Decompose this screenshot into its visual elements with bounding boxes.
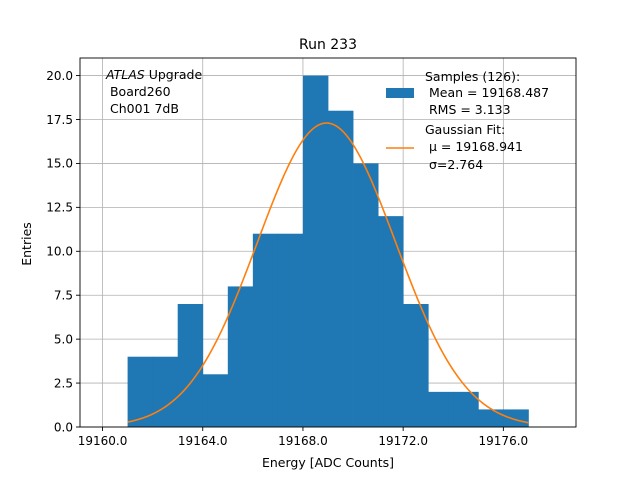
histogram-bar — [127, 356, 154, 427]
y-tick-label: 20.0 — [46, 69, 73, 83]
histogram-bar — [252, 233, 279, 427]
histogram-bar — [403, 304, 429, 427]
histogram-bar — [302, 75, 329, 428]
legend-fit-line-2: μ = 19168.941 — [425, 139, 523, 154]
histogram-bar — [277, 233, 304, 427]
axis-ticks: 19160.0 19164.0 19168.0 19172.0 19176.0 0.0 2.… — [46, 69, 528, 448]
histogram-bar — [177, 304, 204, 427]
x-axis-label: Energy [ADC Counts] — [262, 455, 394, 470]
histogram-bar — [202, 374, 229, 427]
x-tick-label: 19160.0 — [78, 434, 128, 448]
y-tick-label: 5.0 — [54, 332, 73, 346]
y-tick-label: 10.0 — [46, 245, 73, 259]
y-tick-label: 7.5 — [54, 289, 73, 303]
annotation-line-1: ATLAS Upgrade — [105, 67, 202, 82]
y-tick-label: 0.0 — [54, 420, 73, 434]
y-tick-label: 2.5 — [54, 376, 73, 390]
histogram-bar — [503, 409, 529, 427]
y-tick-label: 17.5 — [46, 113, 73, 127]
histogram-bar — [378, 216, 404, 427]
gaussian-fit-curve — [127, 122, 529, 424]
y-axis-label: Entries — [19, 222, 34, 266]
y-tick-label: 12.5 — [46, 201, 73, 215]
histogram-bar — [227, 286, 254, 427]
annotation-line-2: Board260 — [106, 84, 171, 99]
annotation-atlas: ATLAS — [105, 67, 145, 82]
chart-title: Run 233 — [299, 37, 357, 53]
legend-histogram-swatch — [386, 88, 414, 98]
legend-fit-line-1: Gaussian Fit: — [425, 122, 505, 137]
plot-area-frame — [79, 57, 577, 428]
annotation-line-3: Ch001 7dB — [106, 101, 179, 116]
histogram-bar — [328, 110, 354, 427]
x-tick-label: 19176.0 — [479, 434, 529, 448]
histogram-bars — [127, 75, 529, 428]
annotation-upgrade: Upgrade — [145, 67, 203, 82]
histogram-bar — [152, 356, 179, 427]
histogram-bar — [353, 163, 379, 427]
y-tick-label: 15.0 — [46, 157, 73, 171]
legend: Samples (126): Mean = 19168.487 RMS = 3.… — [386, 69, 549, 172]
histogram-bar — [453, 391, 479, 427]
x-tick-label: 19168.0 — [278, 434, 328, 448]
x-tick-label: 19172.0 — [378, 434, 428, 448]
legend-histogram-line-1: Samples (126): — [425, 69, 520, 84]
legend-histogram-line-2: Mean = 19168.487 — [425, 85, 549, 100]
histogram-bar — [428, 391, 454, 427]
annotation-box: ATLAS Upgrade Board260 Ch001 7dB — [105, 67, 202, 116]
x-tick-label: 19164.0 — [178, 434, 228, 448]
legend-fit-line-3: σ=2.764 — [425, 157, 483, 172]
histogram-bar — [478, 409, 504, 427]
legend-histogram-line-3: RMS = 3.133 — [425, 102, 511, 117]
